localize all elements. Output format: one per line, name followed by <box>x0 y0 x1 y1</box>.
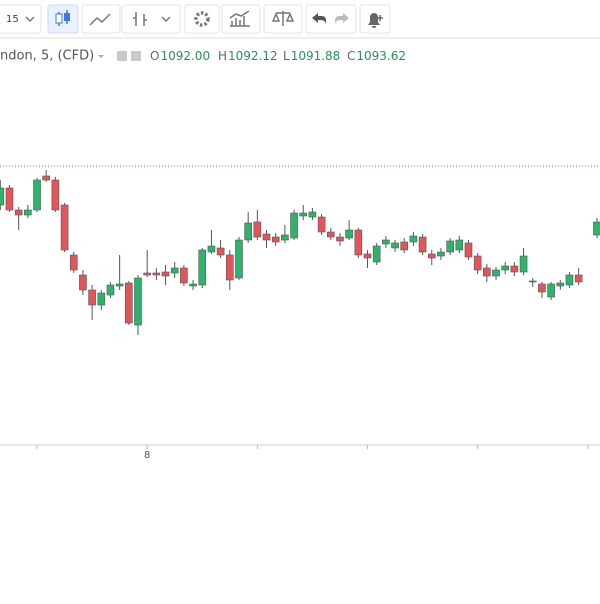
candle-body <box>98 293 105 305</box>
candle-body <box>401 242 408 250</box>
candle-body <box>135 278 142 325</box>
candle-body <box>107 285 114 295</box>
plot: 8 <box>0 166 600 461</box>
settings-small-icon[interactable] <box>131 51 141 61</box>
candle-body <box>52 180 59 210</box>
candle-body <box>309 212 316 217</box>
candle-body <box>392 243 399 248</box>
ohlc-value: 1092.00 <box>160 49 210 63</box>
ohlc-label: H <box>218 49 227 63</box>
candle-body <box>566 275 573 285</box>
legend: ndon, 5, (CFD) O1092.00 H1092.12 L1091.88 C… <box>0 49 406 64</box>
ohlc-label: C <box>347 49 355 63</box>
candle-body <box>263 234 270 240</box>
candle-body <box>15 210 22 215</box>
candle-body <box>125 283 132 323</box>
candle-body <box>502 266 509 270</box>
candle-style-button[interactable] <box>48 5 78 33</box>
symbol-text: ndon, 5, (CFD) <box>0 49 94 64</box>
candle-body <box>419 237 426 252</box>
candle-body <box>116 284 123 286</box>
candle-body <box>511 266 518 272</box>
candle-body <box>291 213 298 238</box>
eye-icon[interactable] <box>117 51 127 61</box>
ohlc-value: 1092.12 <box>228 49 278 63</box>
candle-body <box>208 246 215 252</box>
candle-body <box>235 240 242 278</box>
x-tick-label: 8 <box>144 450 150 461</box>
candle-body <box>272 237 279 242</box>
candle-body <box>437 252 444 256</box>
ohlc-label: L <box>283 49 290 63</box>
compare-button[interactable] <box>122 5 180 33</box>
candle-body <box>483 268 490 276</box>
candle-body <box>529 281 536 282</box>
candle-icon-body <box>56 14 62 23</box>
candle-body <box>226 255 233 280</box>
interval-text: 15 <box>6 14 19 25</box>
candle-body <box>493 270 500 276</box>
fullscreen-button[interactable] <box>222 5 260 33</box>
toolbar: 15 <box>0 0 600 38</box>
ohlc-value: 1093.62 <box>356 49 406 63</box>
candle-body <box>474 256 481 270</box>
candle-body <box>144 273 151 275</box>
candle-body <box>24 210 31 215</box>
candle-body <box>43 176 50 180</box>
candle-body <box>199 250 206 285</box>
candle-body <box>594 222 600 235</box>
candle-body <box>153 273 160 275</box>
candle-body <box>318 217 325 232</box>
candle-body <box>373 246 380 262</box>
settings-button[interactable] <box>185 5 219 33</box>
ohlc-value: 1091.88 <box>291 49 341 63</box>
candle-body <box>557 283 564 286</box>
candle-body <box>79 275 86 290</box>
candle-body <box>190 284 197 286</box>
candle-body <box>300 213 307 216</box>
candle-body <box>382 240 389 244</box>
candle-body <box>346 230 353 238</box>
candle-body <box>70 255 77 270</box>
ohlc-values: O1092.00 H1092.12 L1091.88 C1093.62 <box>150 49 406 63</box>
candle-body <box>364 254 371 258</box>
candle-body <box>180 268 187 283</box>
candle-body <box>34 180 41 210</box>
candle-body <box>171 268 178 273</box>
indicator-button[interactable] <box>82 5 120 33</box>
candle-body <box>254 222 261 237</box>
candle-body <box>0 188 4 205</box>
candle-body <box>6 188 13 210</box>
candle-body <box>456 240 463 250</box>
ohlc-label: O <box>150 49 159 63</box>
candle-body <box>575 275 582 282</box>
candle-body <box>281 235 288 240</box>
candle-body <box>465 243 472 257</box>
candle-body <box>520 256 527 272</box>
candle-body <box>245 223 252 240</box>
candle-icon-body2 <box>64 13 70 21</box>
candle-body <box>428 254 435 258</box>
candle-body <box>61 205 68 250</box>
candle-body <box>162 272 169 276</box>
candle-body <box>538 284 545 292</box>
candle-body <box>548 284 555 297</box>
candle-body <box>355 230 362 255</box>
symbol-caret <box>98 55 104 58</box>
candle-body <box>89 290 96 305</box>
candle-body <box>217 248 224 255</box>
candle-body <box>327 232 334 237</box>
candle-body <box>410 236 417 242</box>
candle-body <box>447 241 454 252</box>
candle-body <box>336 237 343 241</box>
